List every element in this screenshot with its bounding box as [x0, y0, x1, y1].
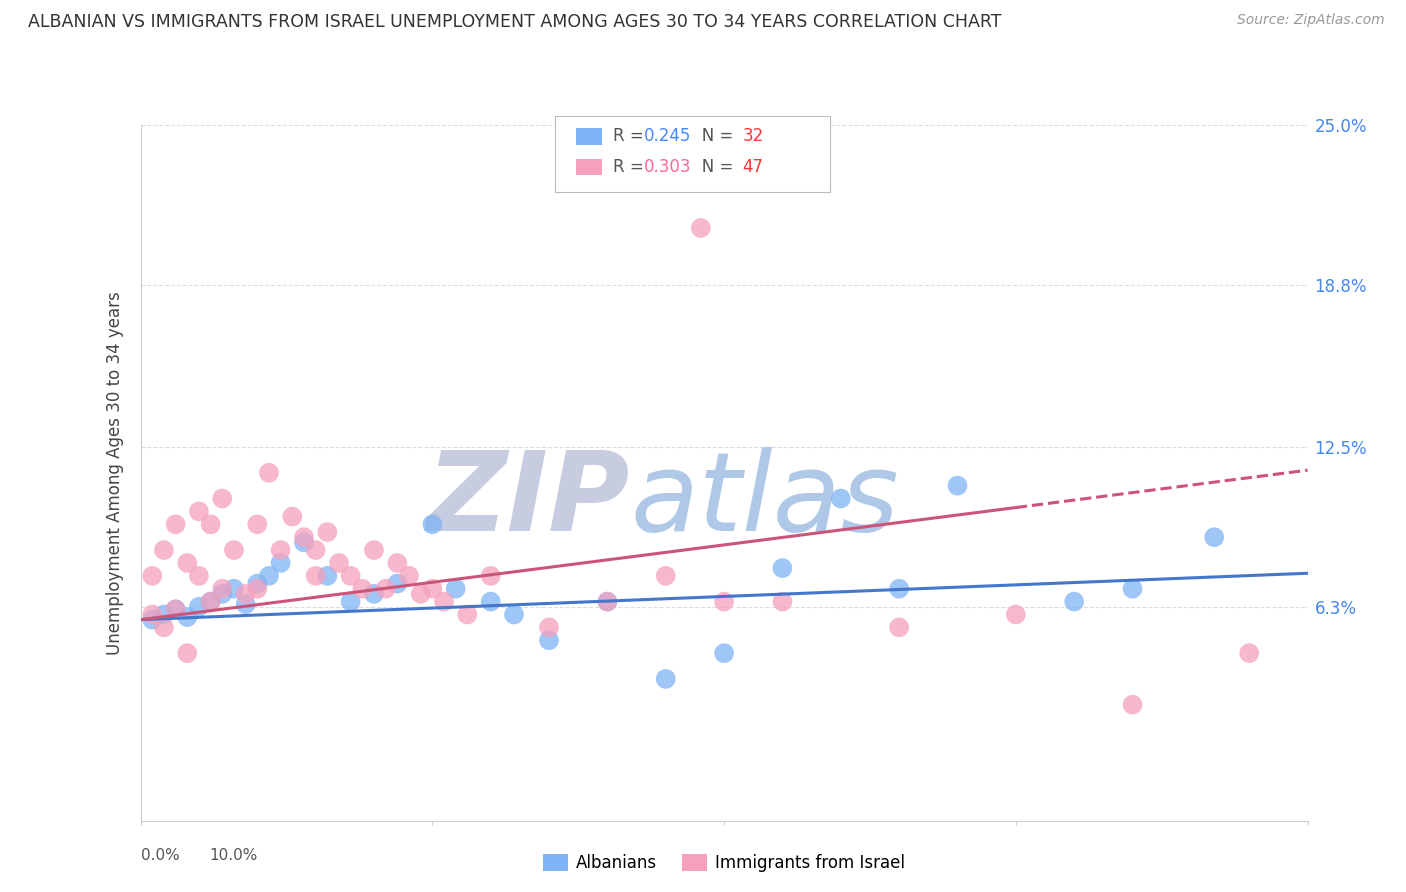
Text: R =: R =: [613, 158, 650, 176]
Text: atlas: atlas: [631, 447, 900, 554]
Point: [153, 607, 176, 622]
Point: [433, 594, 456, 608]
Point: [387, 576, 409, 591]
Point: [363, 543, 385, 558]
Point: [141, 569, 163, 583]
Point: [292, 535, 315, 549]
Point: [211, 587, 233, 601]
Point: [176, 556, 198, 570]
Point: [176, 610, 198, 624]
Point: [689, 221, 711, 235]
Point: [456, 607, 478, 622]
Point: [222, 582, 245, 596]
Point: [1122, 698, 1144, 712]
Point: [772, 594, 794, 608]
Point: [176, 646, 198, 660]
Point: [246, 582, 269, 596]
Text: N =: N =: [686, 158, 738, 176]
Text: 0.0%: 0.0%: [141, 848, 180, 863]
Text: 0.245: 0.245: [644, 128, 692, 145]
Point: [270, 556, 292, 570]
Point: [200, 594, 222, 608]
Text: ALBANIAN VS IMMIGRANTS FROM ISRAEL UNEMPLOYMENT AMONG AGES 30 TO 34 YEARS CORREL: ALBANIAN VS IMMIGRANTS FROM ISRAEL UNEMP…: [28, 13, 1001, 31]
Point: [141, 613, 163, 627]
Point: [292, 530, 315, 544]
Point: [398, 569, 420, 583]
Point: [374, 582, 396, 596]
Point: [328, 556, 350, 570]
Point: [246, 576, 269, 591]
Point: [503, 607, 526, 622]
Point: [772, 561, 794, 575]
Point: [153, 620, 176, 634]
Point: [655, 672, 678, 686]
Point: [387, 556, 409, 570]
Point: [1122, 582, 1144, 596]
Point: [316, 569, 339, 583]
Point: [222, 543, 245, 558]
Point: [257, 569, 280, 583]
Point: [270, 543, 292, 558]
Point: [479, 594, 502, 608]
Point: [713, 646, 735, 660]
Point: [422, 517, 444, 532]
Point: [409, 587, 432, 601]
Point: [200, 594, 222, 608]
Text: 10.0%: 10.0%: [209, 848, 257, 863]
Point: [188, 569, 211, 583]
Point: [305, 569, 328, 583]
Text: 0.303: 0.303: [644, 158, 692, 176]
Point: [1005, 607, 1028, 622]
Point: [153, 543, 176, 558]
Text: Source: ZipAtlas.com: Source: ZipAtlas.com: [1237, 13, 1385, 28]
Point: [946, 478, 969, 492]
Point: [1063, 594, 1085, 608]
Point: [444, 582, 467, 596]
Point: [188, 504, 211, 518]
Point: [422, 582, 444, 596]
Point: [339, 594, 361, 608]
Point: [188, 599, 211, 614]
Point: [596, 594, 619, 608]
Legend: Albanians, Immigrants from Israel: Albanians, Immigrants from Israel: [536, 847, 912, 879]
Point: [165, 602, 187, 616]
Point: [165, 602, 187, 616]
Point: [1239, 646, 1261, 660]
Point: [830, 491, 852, 506]
Point: [235, 597, 257, 611]
Y-axis label: Unemployment Among Ages 30 to 34 years: Unemployment Among Ages 30 to 34 years: [105, 291, 124, 655]
Point: [339, 569, 361, 583]
Point: [305, 543, 328, 558]
Point: [538, 633, 561, 648]
Text: ZIP: ZIP: [427, 447, 631, 554]
Point: [352, 582, 374, 596]
Point: [200, 517, 222, 532]
Point: [246, 517, 269, 532]
Point: [479, 569, 502, 583]
Point: [141, 607, 163, 622]
Point: [211, 491, 233, 506]
Point: [889, 620, 911, 634]
Point: [655, 569, 678, 583]
Point: [281, 509, 304, 524]
Text: 47: 47: [742, 158, 763, 176]
Point: [713, 594, 735, 608]
Text: 32: 32: [742, 128, 763, 145]
Point: [316, 524, 339, 539]
Point: [889, 582, 911, 596]
Point: [363, 587, 385, 601]
Point: [211, 582, 233, 596]
Text: N =: N =: [686, 128, 738, 145]
Point: [596, 594, 619, 608]
Text: R =: R =: [613, 128, 650, 145]
Point: [1204, 530, 1226, 544]
Point: [257, 466, 280, 480]
Point: [165, 517, 187, 532]
Point: [538, 620, 561, 634]
Point: [235, 587, 257, 601]
